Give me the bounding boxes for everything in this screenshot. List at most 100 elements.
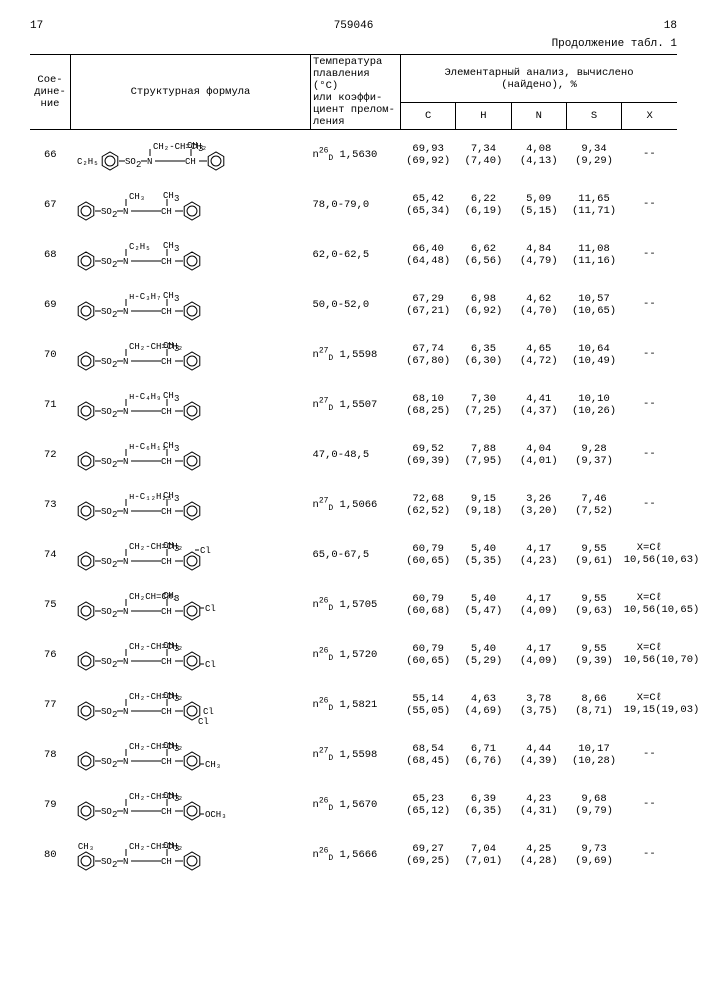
svg-text:N: N: [123, 307, 128, 317]
elem-x: --: [622, 230, 677, 280]
elem-n: 4,08(4,13): [511, 130, 566, 181]
svg-text:SO: SO: [101, 507, 112, 517]
svg-text:CH₃: CH₃: [205, 760, 221, 770]
elem-s: 9,28(9,37): [566, 430, 621, 480]
hdr-compound: Сое- дине- ние: [30, 55, 71, 130]
svg-text:SO: SO: [101, 607, 112, 617]
elem-n: 4,25(4,28): [511, 830, 566, 880]
elem-n: 3,78(3,75): [511, 680, 566, 730]
compound-id: 78: [30, 730, 71, 780]
elem-n: 4,44(4,39): [511, 730, 566, 780]
svg-text:Cl: Cl: [205, 660, 216, 670]
svg-text:2: 2: [136, 160, 141, 170]
svg-text:N: N: [123, 707, 128, 717]
compound-id: 67: [30, 180, 71, 230]
structural-formula: SO2NC₂H₅CHCH3: [71, 230, 311, 280]
svg-text:CH: CH: [161, 257, 172, 267]
compound-id: 77: [30, 680, 71, 730]
svg-text:CH: CH: [163, 741, 174, 751]
svg-text:2: 2: [112, 410, 117, 420]
svg-text:Cl: Cl: [203, 707, 214, 717]
elem-x: --: [622, 430, 677, 480]
melting-point: 50,0-52,0: [311, 280, 401, 330]
melting-point: n26D 1,5666: [311, 830, 401, 880]
svg-text:3: 3: [174, 294, 179, 304]
page-header: 17 759046 18: [30, 20, 677, 32]
svg-text:CH: CH: [187, 141, 198, 151]
hdr-formula: Структурная формула: [71, 55, 311, 130]
elem-c: 69,27(69,25): [401, 830, 456, 880]
hdr-elem-group: Элементарный анализ, вычислено (найдено)…: [401, 55, 678, 103]
svg-text:CH: CH: [161, 407, 172, 417]
elem-s: 9,68(9,79): [566, 780, 621, 830]
svg-text:C₂H₅: C₂H₅: [77, 157, 99, 167]
svg-text:SO: SO: [101, 457, 112, 467]
elem-c: 69,93(69,92): [401, 130, 456, 181]
table-row: 79SO2NCH₂-CH=CH₂CHCH3OCH₃n26D 1,567065,2…: [30, 780, 677, 830]
table-row: 72SO2Nн-C₆H₁₃CHCH347,0-48,569,52(69,39)7…: [30, 430, 677, 480]
elem-c: 69,52(69,39): [401, 430, 456, 480]
svg-text:CH: CH: [161, 457, 172, 467]
svg-text:CH: CH: [163, 791, 174, 801]
svg-text:3: 3: [198, 144, 203, 154]
elem-n: 4,62(4,70): [511, 280, 566, 330]
hdr-mp: Температура плавления (°С) или коэффи- ц…: [311, 55, 401, 130]
table-row: 73SO2Nн-C₁₂H₂₅CHCH3n27D 1,506672,68(62,5…: [30, 480, 677, 530]
elem-s: 11,65(11,71): [566, 180, 621, 230]
svg-text:2: 2: [112, 310, 117, 320]
svg-text:3: 3: [174, 794, 179, 804]
svg-text:2: 2: [112, 610, 117, 620]
elem-c: 68,10(68,25): [401, 380, 456, 430]
table-body: 66C₂H₅SO2NCH₂-CH=CH₂CHCH3n26D 1,563069,9…: [30, 130, 677, 881]
elem-n: 5,09(5,15): [511, 180, 566, 230]
elem-n: 4,41(4,37): [511, 380, 566, 430]
svg-text:Cl: Cl: [200, 546, 211, 556]
elem-n: 4,65(4,72): [511, 330, 566, 380]
elem-h: 7,34(7,40): [456, 130, 511, 181]
svg-text:2: 2: [112, 260, 117, 270]
elem-x: --: [622, 180, 677, 230]
svg-text:N: N: [123, 807, 128, 817]
table-row: 69SO2Nн-C₃H₇CHCH350,0-52,067,29(67,21)6,…: [30, 280, 677, 330]
table-row: 70SO2NCH₂-CH=CH₂CHCH3n27D 1,559867,74(67…: [30, 330, 677, 380]
elem-h: 6,71(6,76): [456, 730, 511, 780]
elem-c: 68,54(68,45): [401, 730, 456, 780]
svg-text:CH: CH: [161, 807, 172, 817]
svg-text:C₂H₅: C₂H₅: [129, 242, 151, 252]
melting-point: 78,0-79,0: [311, 180, 401, 230]
page-right-num: 18: [664, 20, 677, 32]
structural-formula: SO2NCH₂-CH=CH₂CHCH3OCH₃: [71, 780, 311, 830]
elem-x: X=Cℓ10,56(10,70): [622, 630, 677, 680]
elem-x: --: [622, 380, 677, 430]
svg-text:2: 2: [112, 760, 117, 770]
elem-s: 9,34(9,29): [566, 130, 621, 181]
svg-text:Cl: Cl: [205, 604, 216, 614]
svg-text:2: 2: [112, 460, 117, 470]
table-row: 77SO2NCH₂-CH=CH₂CHCH3ClCln26D 1,582155,1…: [30, 680, 677, 730]
hdr-x: X: [622, 103, 677, 130]
svg-text:Cl: Cl: [198, 717, 209, 727]
elem-h: 4,63(4,69): [456, 680, 511, 730]
svg-text:N: N: [123, 857, 128, 867]
structural-formula: SO2Nн-C₄H₉CHCH3: [71, 380, 311, 430]
elem-h: 6,39(6,35): [456, 780, 511, 830]
elem-n: 3,26(3,20): [511, 480, 566, 530]
svg-text:CH: CH: [163, 541, 174, 551]
elem-c: 60,79(60,68): [401, 580, 456, 630]
elem-h: 7,88(7,95): [456, 430, 511, 480]
svg-text:2: 2: [112, 810, 117, 820]
elem-h: 7,04(7,01): [456, 830, 511, 880]
elem-n: 4,23(4,31): [511, 780, 566, 830]
svg-text:OCH₃: OCH₃: [205, 810, 227, 820]
doc-number: 759046: [334, 20, 374, 32]
elem-s: 7,46(7,52): [566, 480, 621, 530]
svg-text:N: N: [123, 357, 128, 367]
elem-h: 5,40(5,47): [456, 580, 511, 630]
structural-formula: SO2NCH₂-CH=CH₂CHCH3CH₃: [71, 730, 311, 780]
structural-formula: SO2Nн-C₆H₁₃CHCH3: [71, 430, 311, 480]
structural-formula: SO2NCH₂-CH=CH₂CHCH3: [71, 330, 311, 380]
elem-c: 65,23(65,12): [401, 780, 456, 830]
table-row: 67SO2NCH₃CHCH378,0-79,065,42(65,34)6,22(…: [30, 180, 677, 230]
elem-n: 4,84(4,79): [511, 230, 566, 280]
svg-text:CH: CH: [163, 691, 174, 701]
